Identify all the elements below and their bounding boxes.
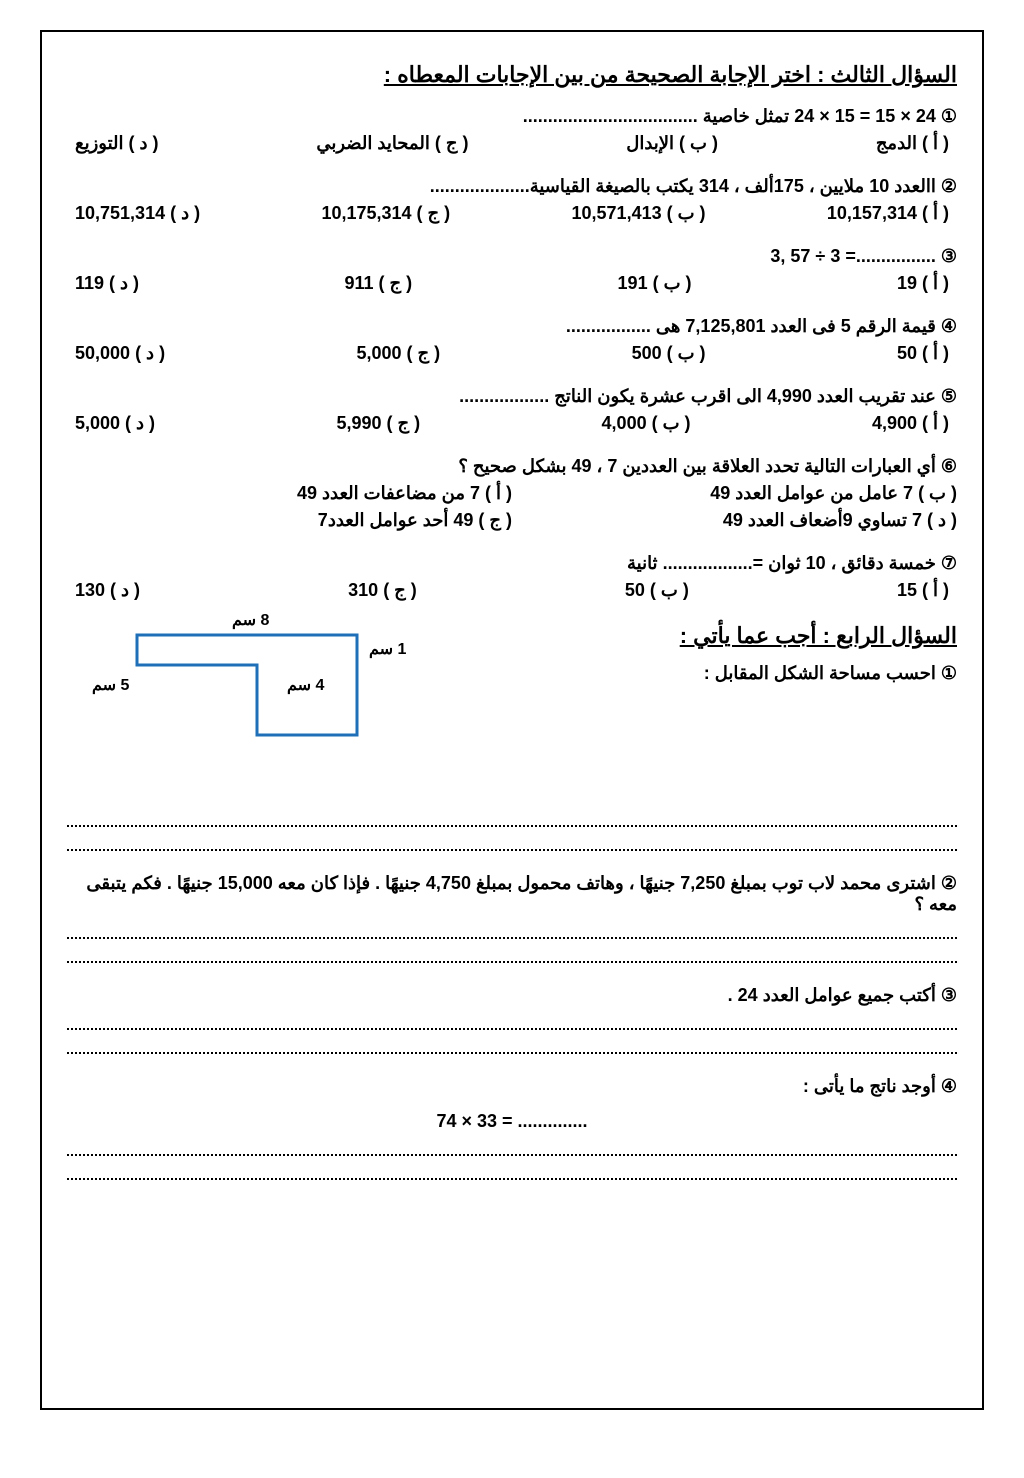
q3-opt-a: ( أ ) 19 <box>897 273 949 294</box>
s4-q4: ④ أوجد ناتج ما يأتى : <box>67 1076 957 1097</box>
q5-text: ⑤ عند تقريب العدد 4,990 الى اقرب عشرة يك… <box>67 386 957 407</box>
q6-opt-c: ( ج ) 49 أحد عوامل العدد7 <box>67 510 512 531</box>
q6-text: ⑥ أي العبارات التالية تحدد العلاقة بين ا… <box>67 456 957 477</box>
q4-opt-d: ( د ) 50,000 <box>75 343 165 364</box>
q7-opt-a: ( أ ) 15 <box>897 580 949 601</box>
q4-opt-c: ( ج ) 5,000 <box>356 343 440 364</box>
q6-row2: ( ج ) 49 أحد عوامل العدد7 ( د ) 7 تساوي … <box>67 510 957 531</box>
q6-row1: ( أ ) 7 من مضاعفات العدد 49 ( ب ) 7 عامل… <box>67 483 957 504</box>
section3-title: السؤال الثالث : اختر الإجابة الصحيحة من … <box>67 62 957 88</box>
q7-options: ( أ ) 15 ( ب ) 50 ( ج ) 310 ( د ) 130 <box>67 580 957 601</box>
answer-line <box>67 1178 957 1180</box>
area-shape: 8 سم 1 سم 4 سم 5 سم <box>107 615 427 755</box>
label-notch-h: 4 سم <box>287 675 324 695</box>
q1-opt-d: ( د ) التوزيع <box>75 133 159 154</box>
q2-text: ② االعدد 10 ملايين ، 175ألف ، 314 يكتب ب… <box>67 176 957 197</box>
answer-line <box>67 1028 957 1030</box>
q7-opt-b: ( ب ) 50 <box>625 580 689 601</box>
s4-q2: ② اشترى محمد لاب توب بمبلغ 7,250 جنيهًا … <box>67 873 957 915</box>
q5-opt-b: ( ب ) 4,000 <box>602 413 691 434</box>
q1-opt-c: ( ج ) المحايد الضربي <box>316 133 468 154</box>
l-shape-icon <box>107 615 427 755</box>
answer-line <box>67 961 957 963</box>
answer-line <box>67 1154 957 1156</box>
answer-line <box>67 1052 957 1054</box>
q3-text: ③ ................= 3 ÷ 57 ,3 <box>67 246 957 267</box>
q5-opt-a: ( أ ) 4,900 <box>872 413 949 434</box>
q7-opt-c: ( ج ) 310 <box>348 580 417 601</box>
q7-opt-d: ( د ) 130 <box>75 580 140 601</box>
q2-opt-d: ( د ) 10,751,314 <box>75 203 200 224</box>
q4-text: ④ قيمة الرقم 5 فى العدد 7,125,801 هى ...… <box>67 316 957 337</box>
q6-opt-b: ( ب ) 7 عامل من عوامل العدد 49 <box>512 483 957 504</box>
q4-options: ( أ ) 50 ( ب ) 500 ( ج ) 5,000 ( د ) 50,… <box>67 343 957 364</box>
q5-opt-c: ( ج ) 5,990 <box>336 413 420 434</box>
q3-opt-b: ( ب ) 191 <box>618 273 692 294</box>
q5-opt-d: ( د ) 5,000 <box>75 413 155 434</box>
q5-options: ( أ ) 4,900 ( ب ) 4,000 ( ج ) 5,990 ( د … <box>67 413 957 434</box>
q1-opt-b: ( ب ) الإبدال <box>626 133 718 154</box>
answer-line <box>67 937 957 939</box>
q4-opt-b: ( ب ) 500 <box>632 343 706 364</box>
q2-opt-b: ( ب ) 10,571,413 <box>572 203 706 224</box>
q3-opt-c: ( ج ) 911 <box>344 273 412 294</box>
q1-options: ( أ ) الدمج ( ب ) الإبدال ( ج ) المحايد … <box>67 133 957 154</box>
q7-text: ⑦ خمسة دقائق ، 10 ثوان =................… <box>67 553 957 574</box>
answer-line <box>67 849 957 851</box>
q6-opt-d: ( د ) 7 تساوي 9أضعاف العدد 49 <box>512 510 957 531</box>
s4-q4-eq: 74 × 33 = .............. <box>67 1111 957 1132</box>
label-notch-v: 1 سم <box>369 639 406 659</box>
q2-opt-a: ( أ ) 10,157,314 <box>827 203 949 224</box>
q2-options: ( أ ) 10,157,314 ( ب ) 10,571,413 ( ج ) … <box>67 203 957 224</box>
label-top: 8 سم <box>232 610 269 630</box>
answer-line <box>67 825 957 827</box>
q3-opt-d: ( د ) 119 <box>75 273 139 294</box>
q3-options: ( أ ) 19 ( ب ) 191 ( ج ) 911 ( د ) 119 <box>67 273 957 294</box>
s4-q3: ③ أكتب جميع عوامل العدد 24 . <box>67 985 957 1006</box>
q6-opt-a: ( أ ) 7 من مضاعفات العدد 49 <box>67 483 512 504</box>
q1-opt-a: ( أ ) الدمج <box>876 133 949 154</box>
q2-opt-c: ( ج ) 10,175,314 <box>321 203 450 224</box>
label-right: 5 سم <box>92 675 129 695</box>
q1-text: ① 24 × 15 = 15 × 24 تمثل خاصية .........… <box>67 106 957 127</box>
q4-opt-a: ( أ ) 50 <box>897 343 949 364</box>
